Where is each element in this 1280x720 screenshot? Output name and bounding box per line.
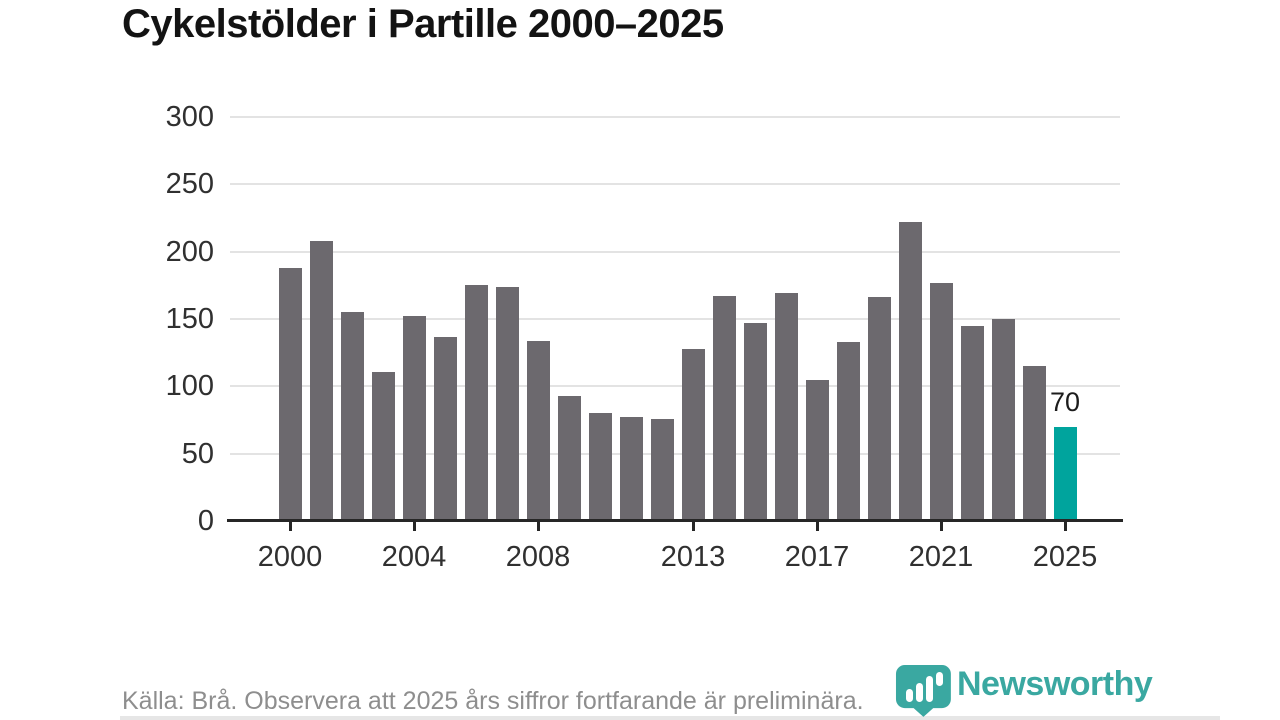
bar-2025 [1053, 426, 1077, 521]
bar-2018 [836, 341, 860, 521]
bar-2014 [712, 296, 736, 521]
bar-2009 [557, 395, 581, 521]
bar-2019 [867, 297, 891, 521]
x-tick-label-2000: 2000 [257, 541, 323, 573]
x-tick-label-2017: 2017 [784, 541, 850, 573]
x-tick-label-2025: 2025 [1032, 541, 1098, 573]
bar-2012 [650, 418, 674, 521]
bar-2008 [526, 340, 550, 521]
x-axis-line [227, 519, 1123, 522]
source-note: Källa: Brå. Observera att 2025 års siffr… [122, 687, 864, 715]
x-tick-mark-2008 [536, 522, 540, 531]
y-tick-label-100: 100 [165, 370, 214, 403]
x-tick-mark-2021 [939, 522, 943, 531]
bar-2021 [929, 282, 953, 521]
gridline-50 [230, 452, 1120, 455]
bar-2002 [340, 312, 364, 521]
x-tick-mark-2025 [1063, 522, 1067, 531]
y-tick-label-150: 150 [165, 303, 214, 335]
bar-2013 [681, 348, 705, 521]
bar-2024 [1022, 366, 1046, 521]
x-axis-labels: 2000 2004 2008 2013 2017 2021 2025 [230, 521, 1120, 591]
x-tick-mark-2000 [288, 522, 292, 531]
bar-2000 [278, 267, 302, 521]
gridline-150 [230, 318, 1120, 320]
data-label-2025: 70 [1049, 386, 1081, 417]
y-tick-label-50: 50 [181, 437, 214, 470]
bar-2017 [805, 379, 829, 521]
x-tick-mark-2004 [412, 522, 416, 531]
y-tick-label-300: 300 [165, 101, 214, 133]
bar-2007 [495, 286, 519, 521]
bar-2011 [619, 417, 643, 521]
bar-2015 [743, 323, 767, 521]
bar-2023 [991, 319, 1015, 521]
bar-2016 [774, 293, 798, 521]
x-tick-mark-2017 [815, 522, 819, 531]
gridline-250 [230, 183, 1120, 186]
bar-2005 [433, 336, 457, 521]
gridline-100 [230, 385, 1120, 388]
brand-name: Newsworthy [957, 665, 1153, 703]
newsworthy-bubble-chart-icon [895, 664, 953, 720]
bar-2020 [898, 222, 922, 521]
bar-2006 [464, 285, 488, 521]
y-axis-labels: 0 50 100 150 200 250 300 [0, 101, 214, 537]
bar-2003 [371, 371, 395, 521]
chart-title: Cykelstölder i Partille 2000–2025 [122, 2, 724, 46]
bar-2004 [402, 316, 426, 521]
gridline-200 [230, 250, 1120, 253]
cropped-text-edge [120, 716, 1220, 720]
y-tick-label-200: 200 [165, 235, 214, 268]
bar-2001 [309, 240, 333, 521]
plot-area: 70 [227, 116, 1123, 522]
x-tick-label-2008: 2008 [505, 541, 571, 573]
x-tick-mark-2013 [691, 522, 695, 531]
bar-2022 [960, 325, 984, 521]
y-tick-label-0: 0 [197, 505, 214, 537]
x-tick-label-2021: 2021 [908, 541, 974, 573]
gridline-300 [230, 116, 1120, 118]
newsworthy-logo: Newsworthy [895, 664, 1153, 720]
bar-2010 [588, 413, 612, 521]
x-tick-label-2004: 2004 [381, 541, 447, 573]
x-tick-label-2013: 2013 [660, 541, 726, 573]
y-tick-label-250: 250 [165, 168, 214, 201]
